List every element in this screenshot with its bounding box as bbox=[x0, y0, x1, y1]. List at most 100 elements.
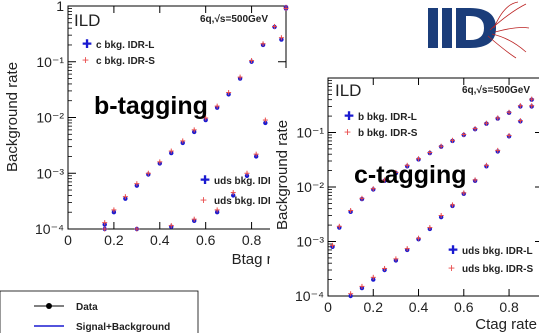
data-point bbox=[283, 6, 289, 12]
data-point bbox=[134, 181, 140, 187]
legend-top: ✚ b bkg. IDR-L + b bkg. IDR-S bbox=[344, 109, 418, 139]
data-point bbox=[483, 162, 489, 168]
plot-frame bbox=[327, 77, 539, 297]
legend-marker: + bbox=[200, 193, 207, 207]
data-point bbox=[230, 190, 236, 196]
x-tick-label: 0.4 bbox=[409, 299, 429, 315]
legend-marker: ✚ bbox=[344, 109, 354, 123]
data-point bbox=[529, 103, 535, 109]
data-point bbox=[260, 41, 266, 47]
x-tick-label: 0 bbox=[324, 299, 332, 315]
x-tick-label: 0 bbox=[64, 232, 72, 248]
data-point bbox=[263, 120, 268, 126]
axis-ticks: 0 0.2 0.4 0.6 0.8 10⁻⁴ 10⁻³ 10⁻² 10⁻¹ 1 bbox=[35, 0, 286, 248]
data-point bbox=[427, 149, 433, 155]
y-tick-label: 10⁻¹ bbox=[36, 54, 64, 70]
data-point bbox=[278, 35, 284, 41]
legend-bottom: ✚ uds bkg. IDR-L + uds bkg. IDR-S bbox=[448, 243, 533, 275]
data-point bbox=[506, 133, 512, 139]
overlay-title: b-tagging bbox=[94, 92, 208, 120]
legend-entry: c bkg. IDR-L bbox=[96, 40, 154, 51]
data-point bbox=[272, 23, 278, 29]
x-axis-label: Ctag rate bbox=[475, 316, 537, 333]
legend-frame bbox=[0, 290, 199, 333]
x-tick-label: 0.2 bbox=[364, 299, 384, 315]
legend-marker: ✚ bbox=[448, 243, 458, 257]
data-point bbox=[122, 194, 128, 200]
data-point bbox=[461, 131, 467, 137]
data-point bbox=[348, 291, 354, 297]
data-point bbox=[231, 193, 236, 198]
data-point bbox=[191, 127, 197, 133]
data-point bbox=[370, 274, 376, 280]
legend-marker: ✚ bbox=[82, 37, 92, 51]
data-point bbox=[253, 151, 259, 157]
data-point bbox=[359, 283, 365, 289]
data-point bbox=[191, 216, 197, 222]
ild-logo-tracks bbox=[487, 1, 530, 59]
data-point bbox=[336, 223, 342, 229]
data-point bbox=[359, 195, 365, 201]
data-point bbox=[214, 103, 220, 109]
data-point bbox=[168, 148, 174, 154]
data-point bbox=[393, 256, 399, 262]
data-point bbox=[370, 186, 376, 192]
data-point bbox=[449, 202, 455, 208]
legend-entry: b bkg. IDR-S bbox=[358, 128, 418, 139]
data-point bbox=[145, 170, 151, 176]
legend-entry: Data bbox=[76, 302, 98, 313]
legend-entry: c bkg. IDR-S bbox=[96, 56, 155, 67]
partial-legend-box: Data Signal+Background bbox=[0, 290, 199, 333]
data-point bbox=[214, 207, 220, 213]
data-point bbox=[506, 109, 512, 115]
data-point bbox=[438, 143, 444, 149]
data-point bbox=[382, 265, 388, 271]
data-point bbox=[226, 90, 232, 96]
y-tick-label: 1 bbox=[56, 0, 64, 14]
data-point bbox=[416, 156, 422, 162]
data-point bbox=[157, 159, 163, 165]
c-tagging-panel: 0 0.2 0.4 0.6 0.8 10⁻⁴ 10⁻³ 10⁻² 10⁻¹ ILD 6q,√s=… bbox=[270, 68, 539, 333]
axis-ticks: 0 0.2 0.4 0.6 0.8 10⁻⁴ 10⁻³ 10⁻² 10⁻¹ bbox=[295, 78, 539, 315]
legend-marker: + bbox=[82, 53, 89, 67]
legend-marker: ✚ bbox=[200, 173, 210, 187]
y-axis-label: Background rate bbox=[274, 120, 291, 230]
data-points bbox=[102, 4, 289, 232]
data-point bbox=[102, 220, 108, 226]
data-point bbox=[244, 173, 250, 179]
data-point bbox=[483, 120, 489, 126]
legend-data-marker bbox=[46, 303, 52, 309]
data-point bbox=[244, 170, 250, 176]
y-tick-label: 10⁻³ bbox=[36, 165, 64, 181]
data-point bbox=[237, 74, 243, 80]
legend-entry: uds bkg. IDR bbox=[214, 196, 276, 207]
data-point bbox=[102, 226, 108, 232]
data-point bbox=[134, 226, 140, 232]
legend-marker: + bbox=[344, 125, 351, 139]
x-tick-label: 0.8 bbox=[242, 232, 262, 248]
energy-label: 6q,√s=500GeV bbox=[200, 14, 268, 25]
data-point bbox=[203, 115, 209, 121]
legend-entry: uds bkg. IDR-S bbox=[462, 264, 533, 275]
y-tick-label: 10⁻² bbox=[36, 110, 64, 126]
data-point bbox=[111, 207, 117, 213]
legend-marker: + bbox=[448, 261, 455, 275]
data-point bbox=[472, 126, 478, 132]
data-point bbox=[249, 58, 255, 64]
data-point bbox=[348, 208, 354, 214]
ild-logo-letters bbox=[428, 8, 496, 48]
legend-entry: b bkg. IDR-L bbox=[358, 112, 417, 123]
data-point bbox=[180, 138, 186, 144]
data-point bbox=[427, 225, 433, 231]
data-point bbox=[404, 246, 410, 252]
legend-entry: Signal+Background bbox=[76, 322, 170, 333]
y-axis-label: Background rate bbox=[4, 62, 21, 172]
y-tick-label: 10⁻² bbox=[296, 179, 324, 195]
data-point bbox=[168, 223, 174, 229]
data-points bbox=[330, 96, 535, 299]
legend-entry: uds bkg. IDR-L bbox=[462, 246, 533, 257]
legend-bottom: ✚ uds bkg. IDR + uds bkg. IDR bbox=[200, 173, 276, 207]
data-point bbox=[495, 115, 501, 121]
data-point bbox=[461, 190, 467, 196]
